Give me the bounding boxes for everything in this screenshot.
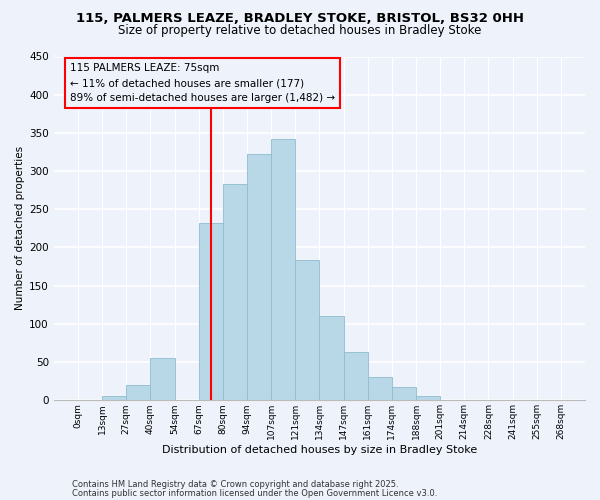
Text: Size of property relative to detached houses in Bradley Stoke: Size of property relative to detached ho…: [118, 24, 482, 37]
Bar: [416, 396, 440, 400]
Bar: [295, 260, 319, 400]
X-axis label: Distribution of detached houses by size in Bradley Stoke: Distribution of detached houses by size …: [162, 445, 477, 455]
Bar: [368, 376, 392, 400]
Text: 115, PALMERS LEAZE, BRADLEY STOKE, BRISTOL, BS32 0HH: 115, PALMERS LEAZE, BRADLEY STOKE, BRIST…: [76, 12, 524, 26]
Bar: [344, 352, 368, 401]
Bar: [223, 184, 247, 400]
Bar: [102, 396, 126, 400]
Bar: [392, 386, 416, 400]
Bar: [199, 223, 223, 400]
Text: Contains HM Land Registry data © Crown copyright and database right 2025.: Contains HM Land Registry data © Crown c…: [72, 480, 398, 489]
Y-axis label: Number of detached properties: Number of detached properties: [15, 146, 25, 310]
Bar: [151, 358, 175, 401]
Bar: [247, 154, 271, 400]
Text: 115 PALMERS LEAZE: 75sqm
← 11% of detached houses are smaller (177)
89% of semi-: 115 PALMERS LEAZE: 75sqm ← 11% of detach…: [70, 64, 335, 103]
Bar: [126, 385, 151, 400]
Bar: [319, 316, 344, 400]
Bar: [271, 139, 295, 400]
Text: Contains public sector information licensed under the Open Government Licence v3: Contains public sector information licen…: [72, 488, 437, 498]
